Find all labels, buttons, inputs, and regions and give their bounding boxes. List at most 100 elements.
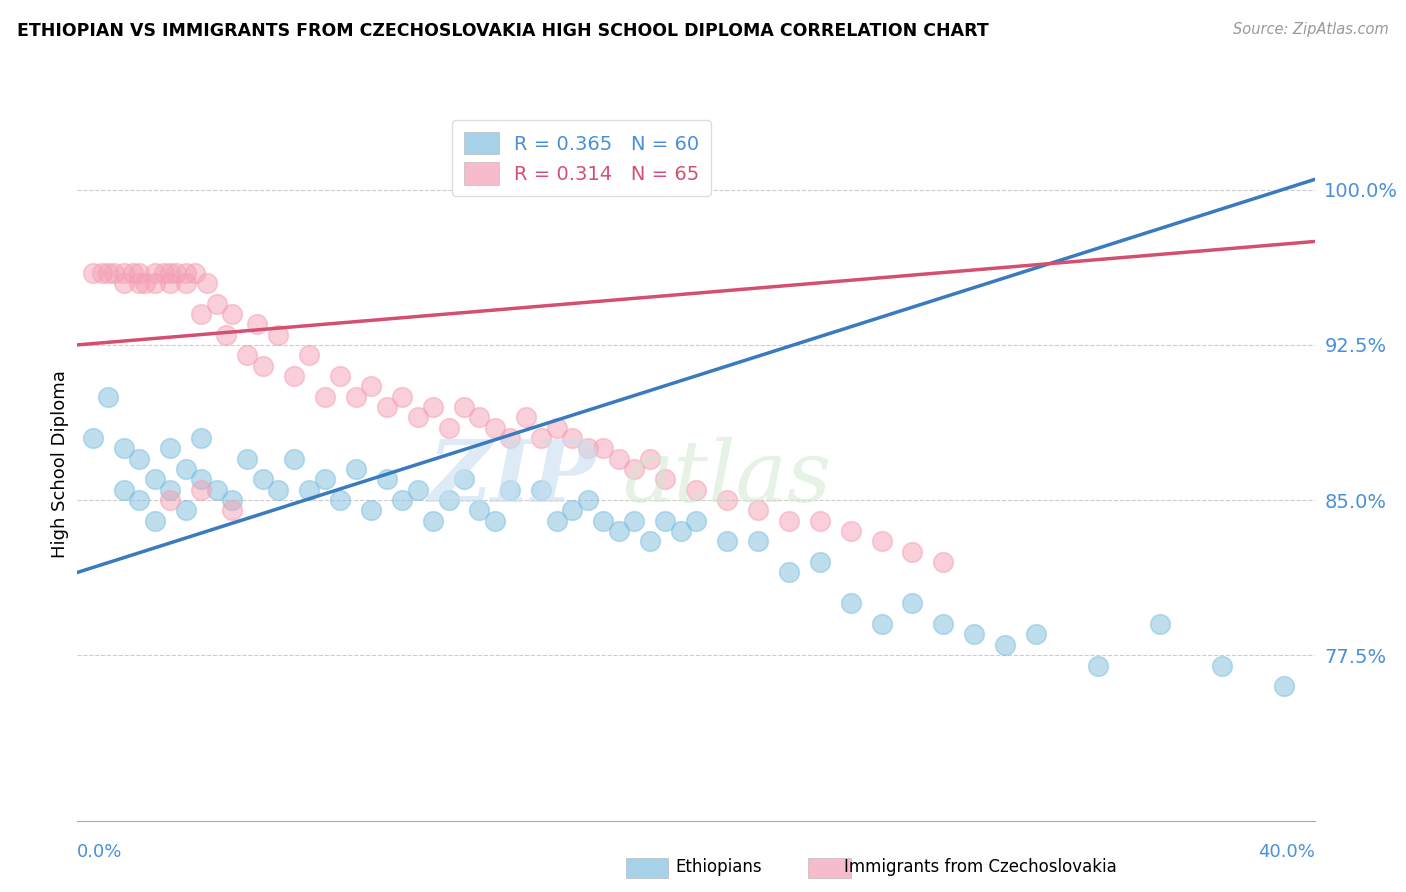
Y-axis label: High School Diploma: High School Diploma [51, 370, 69, 558]
Point [1211, 658, 1233, 673]
Point [375, 400, 398, 414]
Point [808, 555, 831, 569]
Point [592, 442, 614, 456]
Point [314, 390, 336, 404]
Point [391, 493, 413, 508]
Point [195, 276, 218, 290]
Point [638, 534, 661, 549]
Point [103, 266, 125, 280]
Point [716, 534, 738, 549]
Point [499, 431, 522, 445]
Point [499, 483, 522, 497]
Point [375, 472, 398, 486]
Point [153, 266, 176, 280]
Point [221, 307, 243, 321]
Text: Source: ZipAtlas.com: Source: ZipAtlas.com [1233, 22, 1389, 37]
Point [901, 597, 924, 611]
Point [654, 472, 676, 486]
Point [190, 431, 212, 445]
Point [546, 420, 568, 434]
Text: Ethiopians: Ethiopians [675, 858, 762, 876]
Point [453, 400, 475, 414]
Point [546, 514, 568, 528]
Point [190, 472, 212, 486]
Point [267, 327, 290, 342]
Point [623, 514, 645, 528]
Point [128, 276, 150, 290]
Point [561, 503, 583, 517]
Point [128, 266, 150, 280]
Point [406, 410, 429, 425]
Point [607, 451, 630, 466]
Point [128, 451, 150, 466]
Point [205, 296, 228, 310]
Point [515, 410, 537, 425]
Point [252, 472, 274, 486]
Point [174, 266, 197, 280]
Point [592, 514, 614, 528]
Point [174, 503, 197, 517]
Point [839, 524, 862, 538]
Point [165, 266, 187, 280]
Point [360, 379, 382, 393]
Point [82, 266, 104, 280]
Point [112, 276, 135, 290]
Point [422, 514, 444, 528]
Point [778, 514, 800, 528]
Point [576, 442, 599, 456]
Text: Immigrants from Czechoslovakia: Immigrants from Czechoslovakia [844, 858, 1116, 876]
Text: ZIP: ZIP [429, 436, 598, 520]
Point [607, 524, 630, 538]
Point [134, 276, 156, 290]
Point [808, 514, 831, 528]
Point [298, 348, 321, 362]
Point [932, 555, 955, 569]
Point [422, 400, 444, 414]
Point [561, 431, 583, 445]
Point [143, 266, 166, 280]
Point [344, 462, 367, 476]
Point [298, 483, 321, 497]
Point [122, 266, 145, 280]
Point [344, 390, 367, 404]
Point [1025, 627, 1047, 641]
Point [453, 472, 475, 486]
Point [329, 493, 352, 508]
Point [468, 410, 491, 425]
Point [82, 431, 104, 445]
Point [159, 483, 181, 497]
Point [484, 514, 506, 528]
Point [267, 483, 290, 497]
Point [174, 462, 197, 476]
Point [623, 462, 645, 476]
Point [246, 317, 269, 331]
Point [1272, 679, 1295, 693]
Point [190, 483, 212, 497]
Point [1149, 617, 1171, 632]
Point [236, 451, 259, 466]
Point [221, 503, 243, 517]
Point [716, 493, 738, 508]
Point [174, 276, 197, 290]
Point [143, 514, 166, 528]
Point [221, 493, 243, 508]
Text: 40.0%: 40.0% [1258, 843, 1315, 861]
Point [97, 266, 120, 280]
Legend: R = 0.365   N = 60, R = 0.314   N = 65: R = 0.365 N = 60, R = 0.314 N = 65 [453, 120, 711, 196]
Point [215, 327, 238, 342]
Point [437, 420, 460, 434]
Point [91, 266, 114, 280]
Point [901, 545, 924, 559]
Point [685, 514, 707, 528]
Point [159, 442, 181, 456]
Point [530, 483, 553, 497]
Point [159, 493, 181, 508]
Point [747, 534, 769, 549]
Point [870, 534, 893, 549]
Point [391, 390, 413, 404]
Point [360, 503, 382, 517]
Point [128, 493, 150, 508]
Point [190, 307, 212, 321]
Point [184, 266, 207, 280]
Point [576, 493, 599, 508]
